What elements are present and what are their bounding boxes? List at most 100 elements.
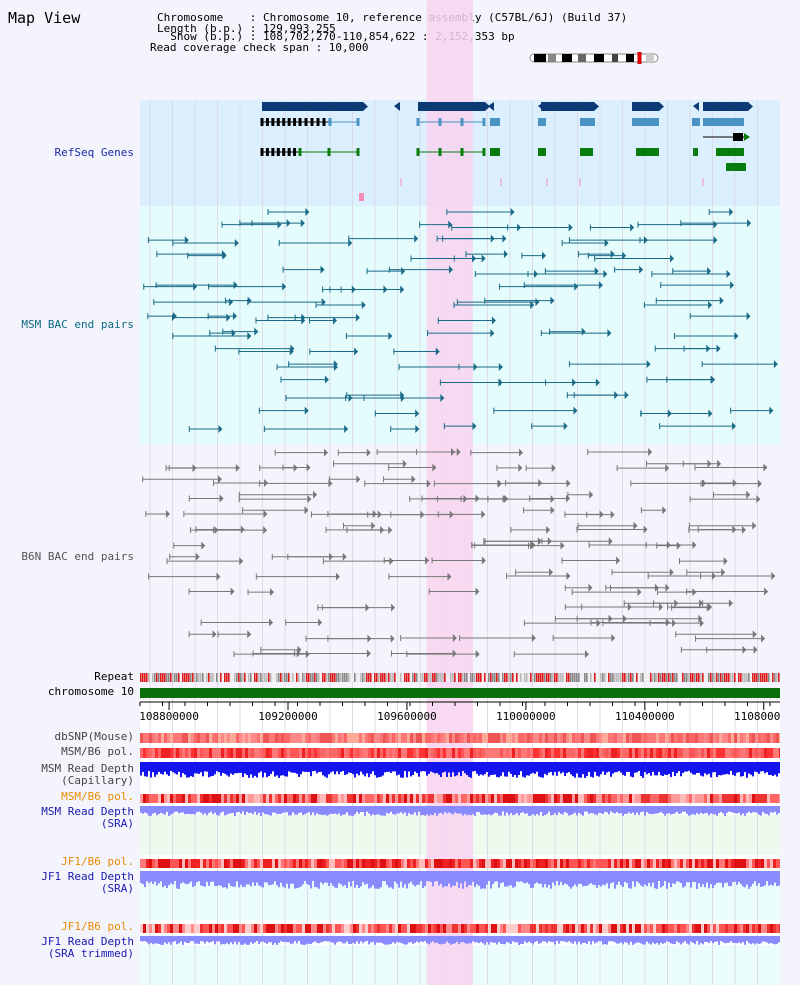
msm-capillary-depth-bar bbox=[552, 762, 554, 776]
msm-capillary-depth-bar bbox=[518, 762, 520, 776]
jf1-sra-depth-bar bbox=[248, 871, 250, 885]
msm-capillary-depth-bar bbox=[152, 762, 154, 773]
jf1-pol-segment bbox=[371, 859, 374, 868]
repeat-element bbox=[280, 673, 282, 682]
jf1-trim-depth-bar bbox=[516, 936, 518, 943]
msm-sra-depth-bar bbox=[218, 806, 220, 816]
jf1-pol-segment bbox=[524, 859, 527, 868]
jf1-sra-depth-bar bbox=[748, 871, 750, 889]
jf1-trim-depth-bar bbox=[342, 936, 344, 944]
b6n-bac-pair-end bbox=[305, 650, 310, 659]
msm-capillary-depth-bar bbox=[646, 762, 648, 775]
msm-capillary-depth-bar bbox=[612, 762, 614, 774]
msm-capillary-depth-bar bbox=[308, 762, 310, 773]
jf1-sra-depth-bar bbox=[524, 871, 526, 884]
jf1-trim-pol-segment bbox=[164, 924, 167, 933]
msm-pol-segment bbox=[653, 748, 656, 758]
ideogram-position-marker bbox=[637, 52, 642, 64]
msm-capillary-depth-bar bbox=[492, 762, 494, 775]
repeat-element bbox=[388, 673, 390, 682]
dbsnp-segment bbox=[590, 733, 593, 743]
jf1-sra-depth-bar bbox=[564, 871, 566, 884]
repeat-element bbox=[320, 673, 322, 682]
msm-bac-pair-end bbox=[172, 312, 177, 321]
msm-sra-depth-bar bbox=[184, 806, 186, 815]
jf1-sra-depth-bar bbox=[148, 871, 150, 884]
msm-capillary-depth-bar bbox=[754, 762, 756, 772]
msm-sra-depth-bar bbox=[588, 806, 590, 815]
jf1-trim-pol-segment bbox=[704, 924, 707, 933]
jf1-sra-depth-bar bbox=[578, 871, 580, 884]
dbsnp-segment bbox=[305, 733, 308, 743]
chromosome-ideogram[interactable] bbox=[528, 52, 660, 64]
jf1-trim-depth-bar bbox=[630, 936, 632, 942]
jf1-sra-depth-bar bbox=[640, 871, 642, 886]
b6n-bac-pair-end bbox=[377, 510, 382, 519]
repeat-element bbox=[154, 673, 156, 682]
dbsnp-segment bbox=[320, 733, 323, 743]
msm-sra-pol-segment bbox=[635, 794, 638, 803]
msm-capillary-depth-bar bbox=[610, 762, 612, 777]
msm-sra-depth-bar bbox=[636, 806, 638, 813]
jf1-sra-depth-bar bbox=[634, 871, 636, 887]
msm-sra-depth-bar bbox=[694, 806, 696, 815]
jf1-sra-depth-bar bbox=[692, 871, 694, 882]
msm-sra-pol-segment bbox=[287, 794, 290, 803]
repeat-element bbox=[646, 673, 648, 682]
repeat-element bbox=[756, 673, 758, 682]
jf1-trim-depth-bar bbox=[736, 936, 738, 944]
msm-capillary-depth-bar bbox=[574, 762, 576, 778]
jf1-trim-pol-segment bbox=[221, 924, 224, 933]
jf1-trim-pol-segment bbox=[716, 924, 719, 933]
msm-sra-pol-segment bbox=[464, 794, 467, 803]
refseq-transcript-exon bbox=[293, 148, 297, 156]
jf1-trim-depth-bar bbox=[276, 936, 278, 945]
jf1-sra-depth-bar bbox=[266, 871, 268, 883]
track-label-b6n-bac[interactable]: B6N BAC end pairs bbox=[21, 550, 134, 563]
repeat-element bbox=[354, 673, 356, 682]
track-label-jf1-depth-sra: JF1 Read Depth (SRA) bbox=[41, 870, 134, 895]
track-label-msm-bac[interactable]: MSM BAC end pairs bbox=[21, 318, 134, 331]
msm-capillary-depth-bar bbox=[206, 762, 208, 772]
repeat-element bbox=[182, 673, 184, 682]
msm-sra-depth-bar bbox=[560, 806, 562, 815]
jf1-trim-pol-segment bbox=[614, 924, 617, 933]
msm-sra-depth-bar bbox=[348, 806, 350, 816]
msm-pol-segment bbox=[773, 748, 776, 758]
track-label-refseq[interactable]: RefSeq Genes bbox=[54, 146, 134, 159]
jf1-pol-segment bbox=[395, 859, 398, 868]
msm-pol-segment bbox=[650, 748, 653, 758]
jf1-pol-segment bbox=[548, 859, 551, 868]
jf1-sra-depth-bar bbox=[484, 871, 486, 889]
msm-capillary-depth-bar bbox=[362, 762, 364, 775]
dbsnp-segment bbox=[281, 733, 284, 743]
msm-sra-depth-bar bbox=[458, 806, 460, 814]
exon-block bbox=[703, 118, 744, 126]
msm-bac-pair-end bbox=[301, 313, 306, 322]
repeat-element bbox=[564, 673, 566, 682]
jf1-sra-depth-bar bbox=[280, 871, 282, 883]
b6n-bac-pair-end bbox=[481, 556, 486, 565]
msm-sra-depth-bar bbox=[600, 806, 602, 814]
repeat-element bbox=[546, 673, 548, 682]
jf1-trim-pol-segment bbox=[467, 924, 470, 933]
b6n-bac-pair-end bbox=[669, 568, 674, 577]
b6n-bac-pair-end bbox=[420, 510, 425, 519]
jf1-trim-depth-bar bbox=[356, 936, 358, 942]
repeat-element bbox=[250, 673, 252, 682]
refseq-transcript-exon bbox=[482, 148, 486, 156]
msm-capillary-depth-bar bbox=[484, 762, 486, 775]
msm-sra-depth-bar bbox=[578, 806, 580, 813]
jf1-trim-pol-segment bbox=[557, 924, 560, 933]
jf1-trim-depth-bar bbox=[686, 936, 688, 944]
msm-sra-depth-bar bbox=[626, 806, 628, 814]
msm-capillary-depth-bar bbox=[260, 762, 262, 772]
repeat-element bbox=[702, 673, 704, 682]
repeat-element bbox=[582, 673, 584, 682]
jf1-sra-depth-bar bbox=[392, 871, 394, 889]
msm-sra-depth-bar bbox=[254, 806, 256, 812]
msm-pol-segment bbox=[200, 748, 203, 758]
dbsnp-segment bbox=[410, 733, 413, 743]
jf1-pol-segment bbox=[647, 859, 650, 868]
